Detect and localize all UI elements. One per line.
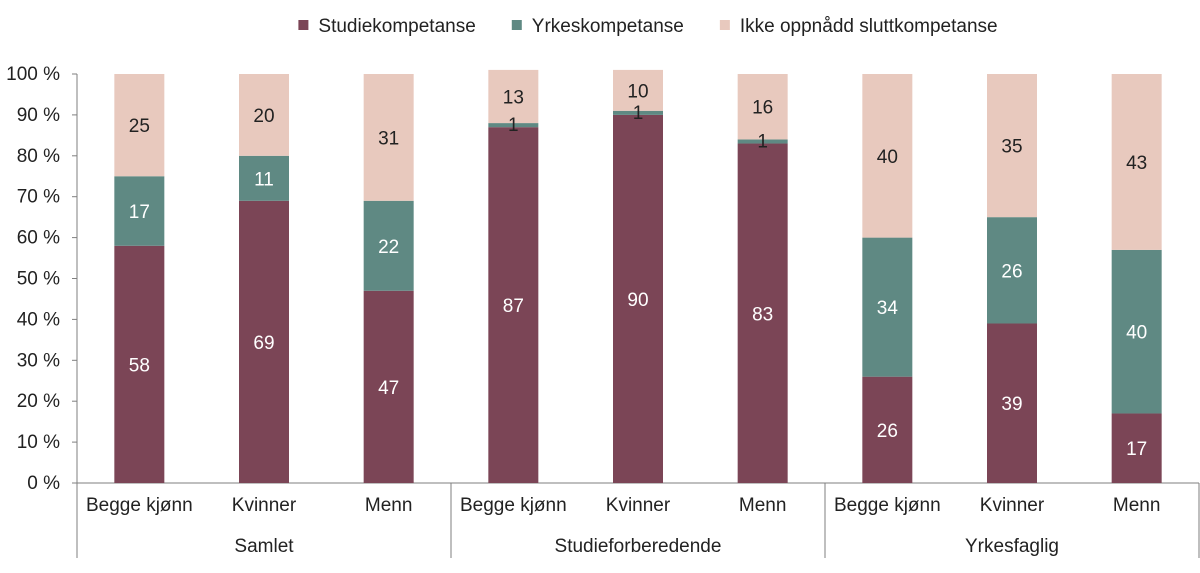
data-label: 31 [378, 128, 399, 149]
x-category-label: Begge kjønn [86, 495, 193, 516]
data-label: 17 [1126, 439, 1147, 460]
data-label: 1 [508, 115, 519, 136]
data-label: 26 [877, 421, 898, 442]
data-label: 25 [129, 116, 150, 137]
bar-segment-ikke-oppn-dd-sluttkompetanse [1111, 74, 1162, 250]
data-label: 16 [752, 98, 773, 119]
legend-swatch [298, 20, 309, 30]
data-label: 43 [1126, 153, 1147, 174]
x-category-label: Menn [365, 495, 413, 516]
y-tick-label: 40 % [17, 309, 60, 330]
bar-segment-studiekompetanse [363, 290, 414, 483]
x-category-label: Menn [1113, 495, 1161, 516]
data-label: 69 [253, 333, 274, 354]
data-label: 22 [378, 237, 399, 258]
x-group-label: Samlet [234, 536, 294, 557]
y-tick-label: 30 % [17, 350, 60, 371]
x-category-label: Kvinner [980, 495, 1045, 516]
bar-segment-ikke-oppn-dd-sluttkompetanse [488, 69, 539, 124]
bar-segment-yrkeskompetanse [239, 155, 289, 201]
data-label: 1 [757, 131, 768, 152]
y-tick-label: 80 % [17, 146, 60, 167]
x-group-label: Yrkesfaglig [965, 536, 1059, 557]
data-label: 87 [503, 296, 524, 317]
bar-segment-yrkeskompetanse [363, 200, 414, 291]
data-label: 58 [129, 355, 150, 376]
data-label: 40 [1126, 323, 1147, 344]
data-label: 40 [877, 147, 898, 168]
y-tick-label: 0 % [27, 473, 60, 494]
legend-label: Studiekompetanse [318, 16, 475, 37]
bar-segment-studiekompetanse [1111, 413, 1162, 483]
x-category-label: Kvinner [232, 495, 297, 516]
bar-segment-ikke-oppn-dd-sluttkompetanse [862, 74, 913, 238]
bar-segment-studiekompetanse [862, 376, 913, 483]
y-tick-label: 60 % [17, 228, 60, 249]
data-label: 11 [254, 169, 274, 190]
bar-segment-yrkeskompetanse [1111, 249, 1162, 414]
y-tick-label: 70 % [17, 187, 60, 208]
bar-segment-studiekompetanse [987, 323, 1037, 483]
bar-segment-ikke-oppn-dd-sluttkompetanse [239, 74, 289, 156]
bar-segment-ikke-oppn-dd-sluttkompetanse [987, 74, 1037, 218]
y-tick-label: 50 % [17, 269, 60, 290]
data-label: 17 [129, 202, 150, 223]
legend-label: Ikke oppnådd sluttkompetanse [740, 16, 998, 37]
data-label: 20 [253, 106, 274, 127]
x-category-label: Begge kjønn [834, 495, 941, 516]
bar-segment-yrkeskompetanse [488, 123, 539, 128]
data-label: 1 [633, 103, 644, 124]
bar-segment-ikke-oppn-dd-sluttkompetanse [737, 74, 788, 140]
legend-swatch [719, 20, 730, 30]
y-tick-label: 100 % [6, 64, 60, 85]
legend-label: Yrkeskompetanse [532, 16, 684, 37]
data-label: 10 [627, 81, 648, 102]
x-category-label: Begge kjønn [460, 495, 567, 516]
bar-segment-yrkeskompetanse [987, 217, 1037, 324]
x-group-label: Studieforberedende [555, 536, 722, 557]
data-label: 83 [752, 304, 773, 325]
y-tick-label: 90 % [17, 105, 60, 126]
bar-segment-ikke-oppn-dd-sluttkompetanse [363, 74, 414, 201]
y-tick-label: 20 % [17, 391, 60, 412]
x-category-label: Kvinner [606, 495, 671, 516]
data-label: 47 [378, 378, 399, 399]
legend-swatch [511, 20, 522, 30]
data-label: 35 [1001, 137, 1022, 158]
bar-segment-studiekompetanse [114, 245, 165, 483]
bar-segment-yrkeskompetanse [613, 110, 663, 115]
data-label: 39 [1001, 394, 1022, 415]
bar-segment-studiekompetanse [613, 114, 663, 484]
data-label: 13 [503, 87, 524, 108]
data-label: 26 [1001, 261, 1022, 282]
bar-segment-studiekompetanse [737, 143, 788, 483]
bar-segment-yrkeskompetanse [862, 237, 913, 377]
bar-segment-yrkeskompetanse [737, 139, 788, 144]
bar-segment-studiekompetanse [488, 127, 539, 484]
data-label: 90 [627, 290, 648, 311]
bar-segment-yrkeskompetanse [114, 176, 165, 246]
x-category-label: Menn [739, 495, 787, 516]
y-tick-label: 10 % [17, 432, 60, 453]
data-label: 34 [877, 298, 899, 319]
bar-segment-studiekompetanse [239, 200, 289, 484]
bar-segment-ikke-oppn-dd-sluttkompetanse [114, 74, 165, 177]
bar-segment-ikke-oppn-dd-sluttkompetanse [613, 69, 663, 111]
